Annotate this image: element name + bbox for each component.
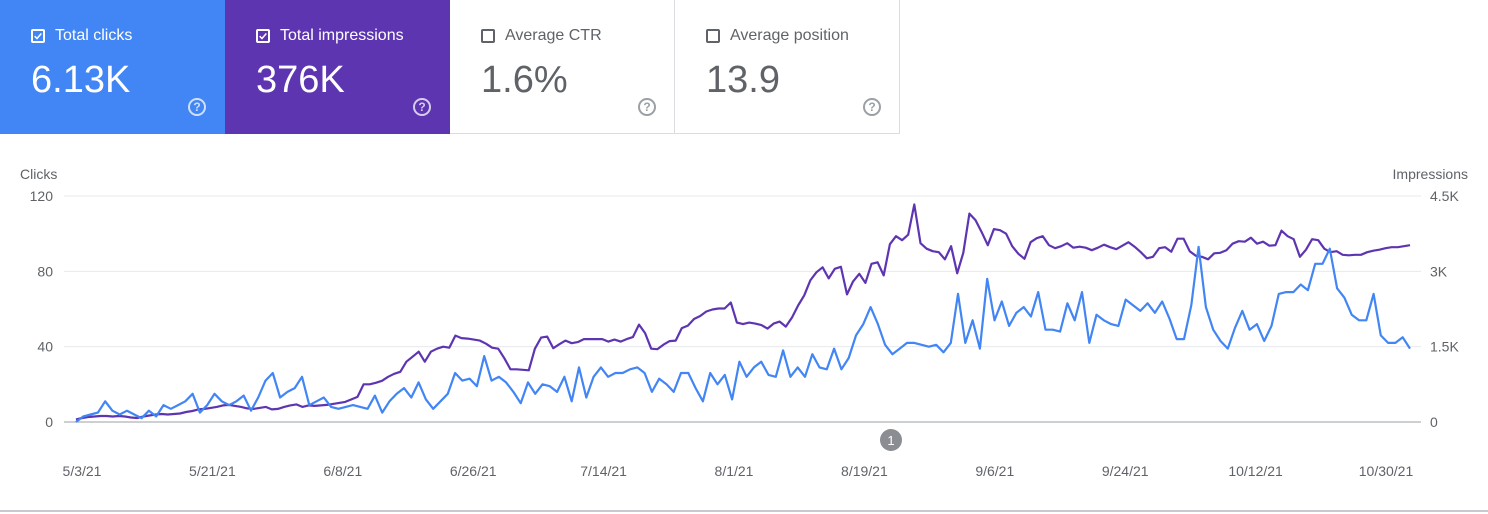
x-tick-label: 5/21/21 bbox=[189, 463, 236, 479]
checkbox-icon[interactable] bbox=[481, 29, 495, 43]
annotation-label: 1 bbox=[887, 433, 894, 448]
left-tick-label: 40 bbox=[37, 339, 53, 355]
x-tick-label: 8/19/21 bbox=[841, 463, 888, 479]
metric-cards: Total clicks 6.13K ? Total impressions 3… bbox=[0, 0, 900, 134]
metric-card-header: Average position bbox=[706, 27, 849, 45]
right-tick-label: 1.5K bbox=[1430, 339, 1459, 355]
left-axis-title: Clicks bbox=[20, 166, 57, 182]
metric-label: Average position bbox=[730, 27, 849, 44]
metric-card-ctr[interactable]: Average CTR 1.6% ? bbox=[450, 0, 675, 134]
metric-value: 6.13K bbox=[31, 59, 131, 101]
help-icon[interactable]: ? bbox=[638, 98, 656, 116]
x-tick-label: 10/12/21 bbox=[1228, 463, 1283, 479]
checkbox-icon[interactable] bbox=[706, 29, 720, 43]
checkbox-icon[interactable] bbox=[256, 29, 270, 43]
x-tick-label: 7/14/21 bbox=[580, 463, 627, 479]
metric-card-header: Average CTR bbox=[481, 27, 602, 45]
left-tick-label: 120 bbox=[30, 188, 54, 204]
metric-card-clicks[interactable]: Total clicks 6.13K ? bbox=[0, 0, 225, 134]
annotation-circle[interactable] bbox=[880, 429, 902, 451]
help-icon[interactable]: ? bbox=[863, 98, 881, 116]
metric-label: Total clicks bbox=[55, 27, 133, 44]
right-axis-title: Impressions bbox=[1393, 166, 1468, 182]
metric-value: 1.6% bbox=[481, 59, 568, 101]
x-tick-label: 6/8/21 bbox=[323, 463, 362, 479]
x-tick-label: 8/1/21 bbox=[715, 463, 754, 479]
impressions-series-line bbox=[75, 203, 1411, 421]
x-tick-label: 9/24/21 bbox=[1102, 463, 1149, 479]
left-tick-label: 80 bbox=[37, 263, 53, 279]
right-tick-label: 4.5K bbox=[1430, 188, 1459, 204]
metric-card-header: Total impressions bbox=[256, 27, 404, 45]
x-tick-label: 10/30/21 bbox=[1359, 463, 1414, 479]
x-tick-label: 9/6/21 bbox=[975, 463, 1014, 479]
x-tick-label: 5/3/21 bbox=[63, 463, 102, 479]
right-tick-label: 3K bbox=[1430, 263, 1448, 279]
metric-card-impressions[interactable]: Total impressions 376K ? bbox=[225, 0, 450, 134]
divider bbox=[0, 510, 1488, 512]
right-tick-label: 0 bbox=[1430, 414, 1438, 430]
performance-chart[interactable]: Clicks Impressions 0 40 80 120 0 1.5K 3K 4.5K 5/3/… bbox=[0, 150, 1488, 490]
metric-value: 13.9 bbox=[706, 59, 780, 101]
clicks-series-line bbox=[75, 245, 1411, 423]
help-icon[interactable]: ? bbox=[188, 98, 206, 116]
metric-label: Average CTR bbox=[505, 27, 602, 44]
checkbox-icon[interactable] bbox=[31, 29, 45, 43]
metric-card-position[interactable]: Average position 13.9 ? bbox=[675, 0, 900, 134]
left-tick-label: 0 bbox=[45, 414, 53, 430]
metric-label: Total impressions bbox=[280, 27, 404, 44]
x-tick-label: 6/26/21 bbox=[450, 463, 497, 479]
metric-card-header: Total clicks bbox=[31, 27, 132, 45]
help-icon[interactable]: ? bbox=[413, 98, 431, 116]
annotation-marker[interactable]: 1 bbox=[880, 429, 902, 451]
metric-value: 376K bbox=[256, 59, 345, 101]
